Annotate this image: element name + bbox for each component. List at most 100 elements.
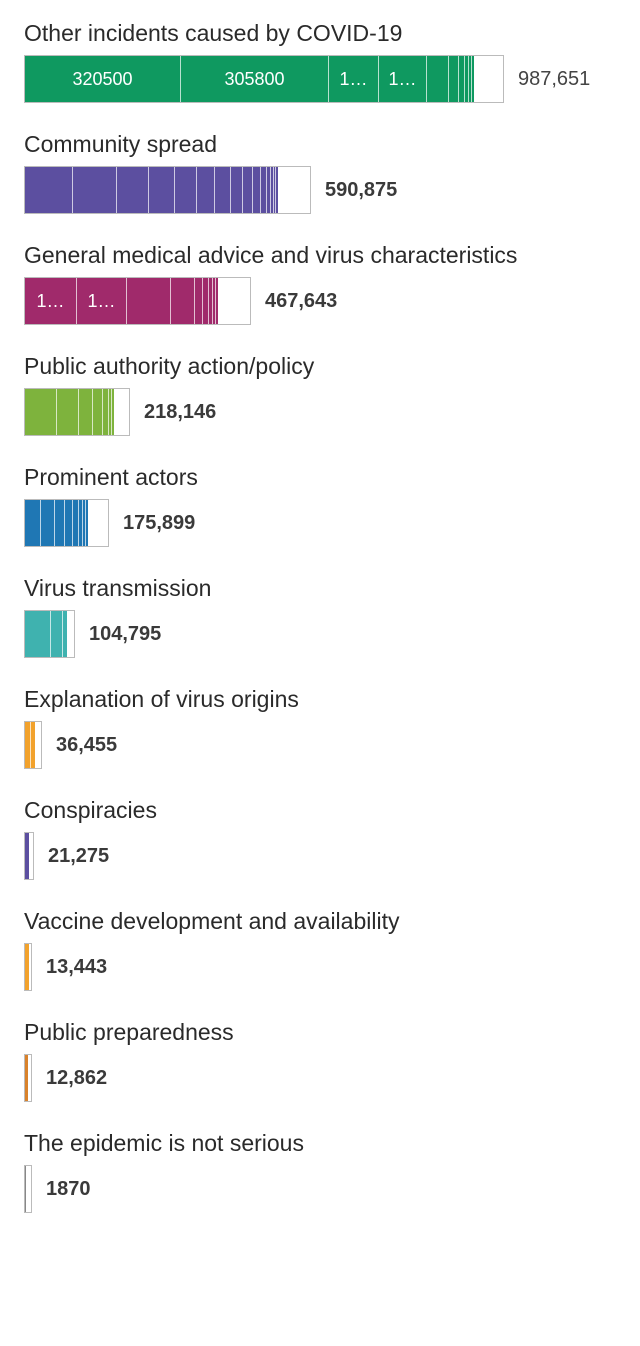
bar-row: 13,443 <box>24 943 616 991</box>
category-total: 12,862 <box>46 1067 107 1090</box>
bar-segment <box>472 56 474 102</box>
bar-segment <box>243 167 253 213</box>
bar-segment: 1… <box>379 56 427 102</box>
bar-segment <box>55 500 65 546</box>
category-label: Prominent actors <box>24 464 616 491</box>
bar-segment <box>216 278 218 324</box>
bar-segment <box>449 56 459 102</box>
bar-row: 36,455 <box>24 721 616 769</box>
bar-segment <box>197 167 215 213</box>
category: Virus transmission 104,795 <box>24 575 616 658</box>
bar <box>24 388 130 436</box>
bar-segment <box>25 167 73 213</box>
category-label: Virus transmission <box>24 575 616 602</box>
bar <box>24 832 34 880</box>
bar <box>24 166 311 214</box>
bar-segment <box>25 611 51 657</box>
category: Public authority action/policy 218,146 <box>24 353 616 436</box>
bar: 1… 1… <box>24 277 251 325</box>
category-label: The epidemic is not serious <box>24 1130 616 1157</box>
bar-segment <box>79 389 93 435</box>
bar-segment <box>127 278 171 324</box>
bar <box>24 610 75 658</box>
category: General medical advice and virus charact… <box>24 242 616 325</box>
bar-segment <box>231 167 243 213</box>
category-label: Public preparedness <box>24 1019 616 1046</box>
bar <box>24 943 32 991</box>
bar-segment <box>63 611 67 657</box>
category-label: Conspiracies <box>24 797 616 824</box>
bar-segment <box>25 389 57 435</box>
bar-segment <box>57 389 79 435</box>
category-total: 467,643 <box>265 290 337 313</box>
bar-row: 1… 1… 467,643 <box>24 277 616 325</box>
segment-label: 1… <box>335 69 371 90</box>
segment-label: 1… <box>32 291 68 312</box>
category: Other incidents caused by COVID-19 320500… <box>24 20 616 103</box>
category-total: 1870 <box>46 1178 91 1201</box>
category: Vaccine development and availability 13,4… <box>24 908 616 991</box>
category-total: 218,146 <box>144 401 216 424</box>
bar-segment <box>117 167 149 213</box>
bar <box>24 721 42 769</box>
category-total: 175,899 <box>123 512 195 535</box>
category-total: 104,795 <box>89 623 161 646</box>
bar-segment <box>25 1166 26 1212</box>
bar: 320500 305800 1… 1… <box>24 55 504 103</box>
bar-segment <box>93 389 103 435</box>
bar <box>24 499 109 547</box>
category-total: 590,875 <box>325 179 397 202</box>
bar-segment: 1… <box>77 278 127 324</box>
category-label: Other incidents caused by COVID-19 <box>24 20 616 47</box>
category: Public preparedness 12,862 <box>24 1019 616 1102</box>
segment-label: 320500 <box>68 69 136 90</box>
category-total: 21,275 <box>48 845 109 868</box>
category-label: Explanation of virus origins <box>24 686 616 713</box>
bar-segment <box>195 278 203 324</box>
bar-segment <box>51 611 63 657</box>
segment-label: 305800 <box>220 69 288 90</box>
category-total: 36,455 <box>56 734 117 757</box>
category-label: Public authority action/policy <box>24 353 616 380</box>
bar-row: 590,875 <box>24 166 616 214</box>
bar-segment <box>31 722 35 768</box>
category-total: 987,651 <box>518 68 590 91</box>
bar-segment: 1… <box>25 278 77 324</box>
bar-segment <box>253 167 261 213</box>
category-total: 13,443 <box>46 956 107 979</box>
bar-row: 320500 305800 1… 1… 987,651 <box>24 55 616 103</box>
bar-row: 175,899 <box>24 499 616 547</box>
category: Conspiracies 21,275 <box>24 797 616 880</box>
bar-row: 1870 <box>24 1165 616 1213</box>
bar-row: 21,275 <box>24 832 616 880</box>
category-label: General medical advice and virus charact… <box>24 242 616 269</box>
bar-segment <box>73 167 117 213</box>
bar <box>24 1054 32 1102</box>
bar-row: 104,795 <box>24 610 616 658</box>
bar-segment <box>149 167 175 213</box>
bar-segment: 305800 <box>181 56 329 102</box>
bar-segment <box>41 500 55 546</box>
bar <box>24 1165 32 1213</box>
category: Prominent actors 175,899 <box>24 464 616 547</box>
bar-row: 12,862 <box>24 1054 616 1102</box>
bar-segment <box>427 56 449 102</box>
bar-segment <box>25 1055 28 1101</box>
bar-row: 218,146 <box>24 388 616 436</box>
bar-segment <box>25 500 41 546</box>
bar-segment <box>86 500 88 546</box>
bar-segment <box>171 278 195 324</box>
segment-label: 1… <box>384 69 420 90</box>
bar-segment <box>276 167 278 213</box>
bar-segment: 1… <box>329 56 379 102</box>
bar-segment: 320500 <box>25 56 181 102</box>
bar-segment <box>65 500 73 546</box>
category: Community spread 590,875 <box>24 131 616 214</box>
category: Explanation of virus origins 36,455 <box>24 686 616 769</box>
category-label: Vaccine development and availability <box>24 908 616 935</box>
category-label: Community spread <box>24 131 616 158</box>
segmented-bar-chart: Other incidents caused by COVID-19 320500… <box>24 20 616 1213</box>
bar-segment <box>25 944 29 990</box>
bar-segment <box>112 389 114 435</box>
bar-segment <box>175 167 197 213</box>
